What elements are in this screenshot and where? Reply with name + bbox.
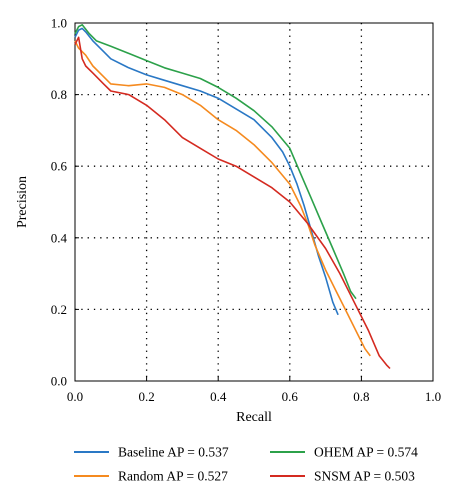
series-layer bbox=[74, 24, 391, 370]
x-tick-label: 0.4 bbox=[210, 389, 227, 404]
x-tick-label: 1.0 bbox=[425, 389, 441, 404]
y-tick-label: 0.6 bbox=[51, 159, 68, 174]
legend-label: Random AP = 0.527 bbox=[118, 469, 228, 484]
x-tick-label: 0.8 bbox=[353, 389, 369, 404]
legend-label: Baseline AP = 0.537 bbox=[118, 445, 229, 460]
series-line-random bbox=[74, 40, 371, 357]
y-tick-label: 0.2 bbox=[51, 302, 67, 317]
y-tick-label: 0.4 bbox=[51, 230, 68, 245]
plot-frame bbox=[74, 22, 434, 382]
x-tick-label: 0.0 bbox=[67, 389, 83, 404]
y-tick-label: 0.8 bbox=[51, 87, 67, 102]
series-line-baseline bbox=[74, 27, 339, 316]
legend-label: SNSM AP = 0.503 bbox=[314, 469, 415, 484]
x-tick-label: 0.6 bbox=[282, 389, 299, 404]
axis-ticks: 0.0 0.2 0.4 0.6 0.8 1.0 0.0 0.2 0.4 0.6 0.8 1.0 bbox=[51, 16, 441, 405]
x-tick-label: 0.2 bbox=[138, 389, 154, 404]
series-line-ohem bbox=[74, 24, 357, 300]
y-axis-label: Precision bbox=[15, 176, 30, 228]
grid bbox=[75, 23, 433, 381]
series-line-snsm bbox=[74, 36, 391, 370]
legend-label: OHEM AP = 0.574 bbox=[314, 445, 418, 460]
x-axis-label: Recall bbox=[236, 410, 272, 425]
legend: Baseline AP = 0.537 OHEM AP = 0.574 Random… bbox=[74, 445, 418, 484]
y-tick-label: 1.0 bbox=[51, 16, 67, 31]
y-tick-label: 0.0 bbox=[51, 374, 67, 389]
